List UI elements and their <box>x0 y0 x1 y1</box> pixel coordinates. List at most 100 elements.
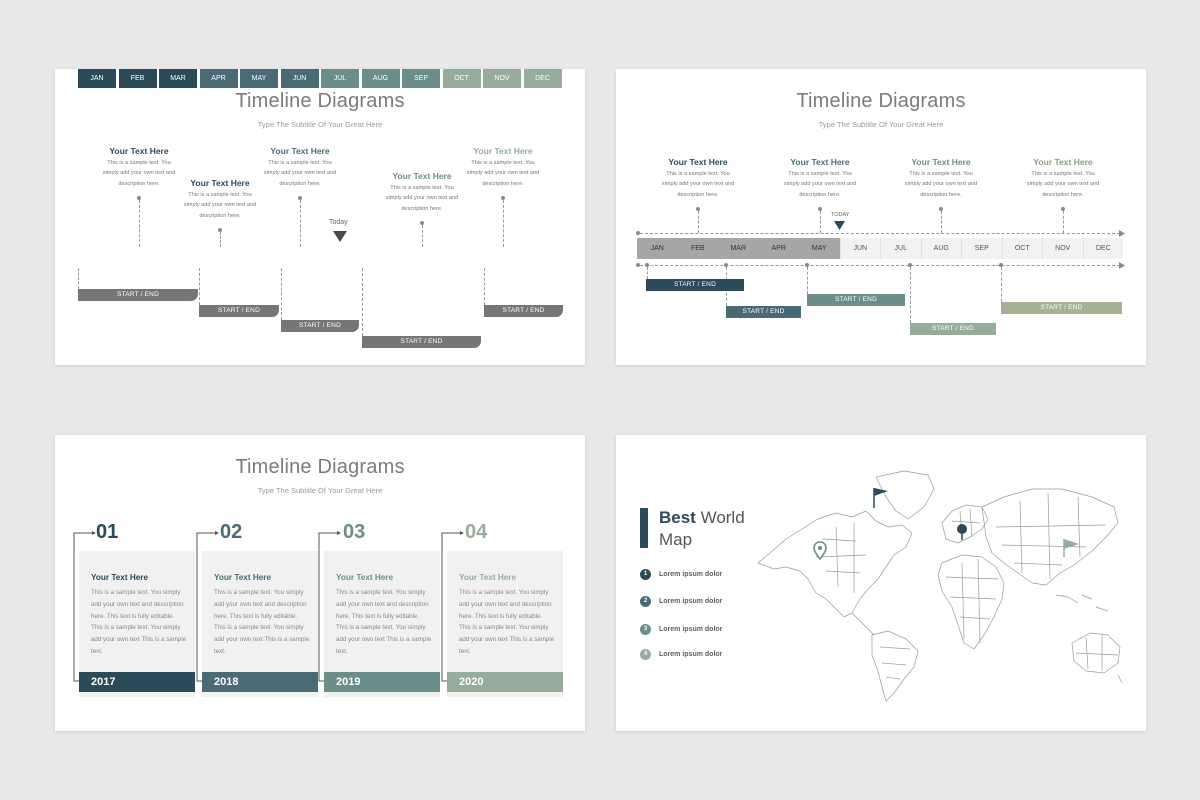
month-sep: SEP <box>402 69 440 88</box>
month-band-elapsed <box>637 238 840 259</box>
month-feb: FEB <box>118 69 157 88</box>
today-marker-icon <box>834 221 845 230</box>
start-end-bar: START / END <box>484 305 563 317</box>
month-dec: DEC <box>1082 238 1124 259</box>
start-end-bar: START / END <box>281 320 359 332</box>
callout-body: This is a sample text. You simply add yo… <box>661 171 735 198</box>
month-nov: NOV <box>1042 238 1083 259</box>
axis-start-dot <box>636 263 640 267</box>
card-year: 2017 <box>79 672 195 692</box>
card-body: This is a sample text. You simply add yo… <box>336 589 432 655</box>
range-line <box>199 268 200 305</box>
start-end-bar: START / END <box>910 323 996 335</box>
step-connector-icon <box>318 531 341 682</box>
axis-arrow-icon <box>1119 230 1125 237</box>
month-aug: AUG <box>361 69 400 88</box>
step-number: 02 <box>220 521 243 543</box>
month-jul: JUL <box>321 69 359 88</box>
start-end-bar: START / END <box>78 289 198 301</box>
card-body: This is a sample text. You simply add yo… <box>214 589 310 655</box>
callout-body: This is a sample text. You simply add yo… <box>263 160 337 187</box>
start-end-bar: START / END <box>646 279 744 291</box>
card-year: 2020 <box>447 672 563 692</box>
range-dot <box>724 263 728 267</box>
callout-heading: Your Text Here <box>109 146 169 156</box>
range-dot <box>805 263 809 267</box>
callout-heading: Your Text Here <box>668 157 728 167</box>
month-jan: JAN <box>650 245 664 252</box>
start-end-bar: START / END <box>199 305 279 317</box>
connector-line <box>139 200 140 247</box>
step-connector-icon <box>441 531 464 682</box>
legend-label: Lorem ipsum dolor <box>659 571 723 578</box>
callout-heading: Your Text Here <box>270 146 330 156</box>
slide-timeline-3: Timeline Diagrams Type The Subtitle Of Y… <box>55 435 585 731</box>
range-line <box>78 268 79 289</box>
legend-label: Lorem ipsum dolor <box>659 651 723 658</box>
today-marker-icon <box>333 231 347 242</box>
card-year: 2019 <box>324 672 440 692</box>
range-line <box>1001 267 1002 302</box>
month-feb: FEB <box>690 245 705 252</box>
range-line <box>910 267 911 323</box>
connector-dot <box>137 196 141 200</box>
month-mar: MAR <box>159 69 197 88</box>
callout-body: This is a sample text. You simply add yo… <box>783 171 857 198</box>
card-body: This is a sample text. You simply add yo… <box>91 589 187 655</box>
axis-line-top <box>640 233 1120 234</box>
connector-dot <box>939 207 943 211</box>
month-apr: APR <box>771 245 786 252</box>
callout-body: This is a sample text. You simply add yo… <box>904 171 978 198</box>
legend-label: Lorem ipsum dolor <box>659 626 723 633</box>
callout-heading: Your Text Here <box>790 157 850 167</box>
card-heading: Your Text Here <box>459 573 517 582</box>
axis-line-bottom <box>640 265 1120 266</box>
today-label: Today <box>329 219 348 226</box>
connector-dot <box>218 228 222 232</box>
map-title-line2: Map <box>659 530 693 549</box>
range-dot <box>908 263 912 267</box>
start-end-bar: START / END <box>807 294 905 306</box>
slide-title: Timeline Diagrams <box>235 90 405 112</box>
flag-icon <box>873 488 888 508</box>
month-jan: JAN <box>78 69 116 88</box>
range-dot <box>645 263 649 267</box>
step-card: Your Text Here This is a sample text. Yo… <box>79 551 195 697</box>
card-heading: Your Text Here <box>336 573 394 582</box>
month-may: MAY <box>240 69 278 88</box>
slide-subtitle: Type The Subtitle Of Your Great Here <box>818 120 944 129</box>
step-card: Your Text Here This is a sample text. Yo… <box>324 551 440 697</box>
connector-dot <box>501 196 505 200</box>
flag-icon <box>1063 539 1079 557</box>
step-number: 04 <box>465 521 488 543</box>
month-may: MAY <box>811 245 827 252</box>
slide-subtitle: Type The Subtitle Of Your Great Here <box>257 486 383 495</box>
connector-dot <box>818 207 822 211</box>
connector-line <box>503 200 504 247</box>
month-sep: SEP <box>961 238 1002 259</box>
month-jun: JUN <box>839 238 881 259</box>
connector-line <box>422 225 423 247</box>
range-dot <box>999 263 1003 267</box>
connector-line <box>1063 211 1064 233</box>
slide-world-map: Best World Map 1 Lorem ipsum dolor 2 Lor… <box>616 435 1146 731</box>
callout-body: This is a sample text. You simply add yo… <box>102 160 176 187</box>
month-apr: APR <box>199 69 238 88</box>
legend-marker: 2 <box>640 596 651 607</box>
month-oct: OCT <box>442 69 481 88</box>
callout-body: This is a sample text. You simply add yo… <box>385 185 459 212</box>
connector-line <box>300 200 301 247</box>
step-number: 03 <box>343 521 366 543</box>
card-year: 2018 <box>202 672 318 692</box>
month-aug: AUG <box>920 238 962 259</box>
start-end-bar: START / END <box>362 336 481 348</box>
month-dec: DEC <box>523 69 562 88</box>
callout-heading: Your Text Here <box>911 157 971 167</box>
map-title-rest: World <box>695 508 745 527</box>
slide-title: Timeline Diagrams <box>235 456 405 478</box>
callout-body: This is a sample text. You simply add yo… <box>466 160 540 187</box>
title-accent-bar <box>640 508 648 548</box>
connector-dot <box>298 196 302 200</box>
step-connector-icon <box>196 531 219 682</box>
card-heading: Your Text Here <box>214 573 272 582</box>
